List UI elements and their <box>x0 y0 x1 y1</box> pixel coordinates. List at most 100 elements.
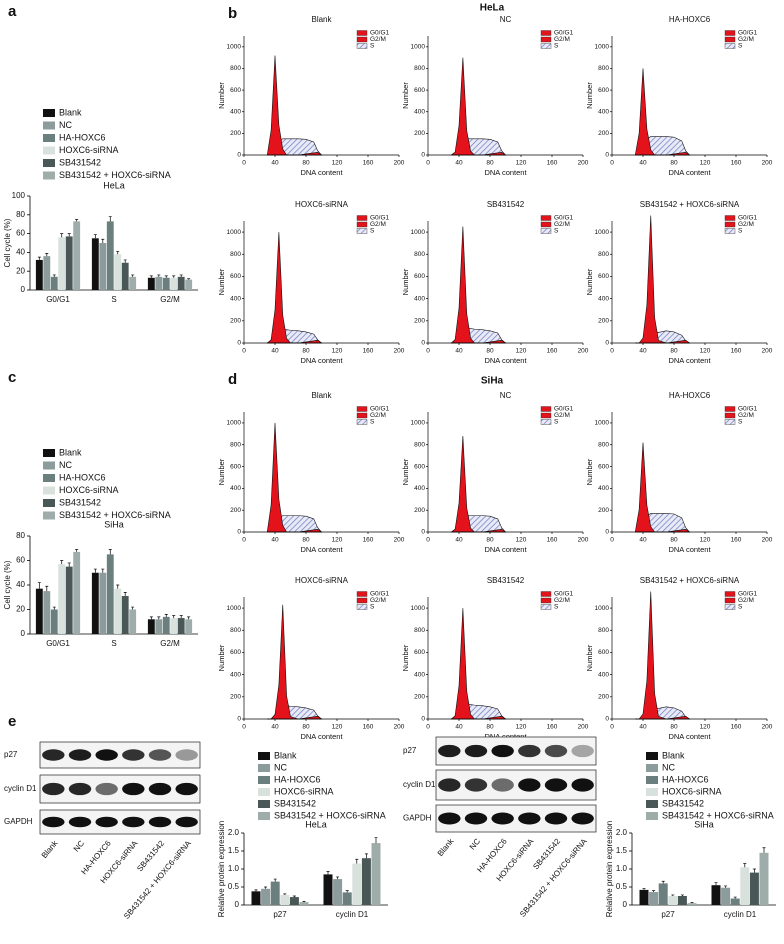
y-tick-label: 400 <box>414 295 425 302</box>
flow-histogram: SB431542 0 200 400 600 800 1000 0 40 80 120 160 200 D… <box>401 576 589 741</box>
y-axis-label: Number <box>401 644 410 671</box>
bar <box>299 902 309 905</box>
error-bar <box>326 871 330 875</box>
chart-title: HA-HOXC6 <box>669 391 711 400</box>
y-tick-label: 200 <box>598 694 609 701</box>
x-tick-label: 0 <box>610 724 614 731</box>
legend-label: HA-HOXC6 <box>59 472 106 482</box>
x-tick-label: 0 <box>610 537 614 544</box>
x-tick-label: 80 <box>486 537 494 544</box>
y-tick-label: 600 <box>598 87 609 94</box>
y-tick-label: 800 <box>598 65 609 72</box>
blot-band <box>438 744 461 758</box>
x-tick-label: 120 <box>700 724 711 731</box>
legend-swatch <box>540 215 552 221</box>
y-tick-label: 600 <box>414 87 425 94</box>
blot-band <box>518 812 541 825</box>
x-tick-label: 40 <box>455 537 463 544</box>
x-tick-label: 80 <box>302 160 310 167</box>
error-bar <box>714 882 718 886</box>
legend-label: G2/M <box>370 36 386 43</box>
legend-swatch <box>43 171 55 180</box>
y-tick-label: 1.0 <box>616 864 628 873</box>
y-axis-label: Number <box>217 82 226 109</box>
blot-strip <box>435 804 597 833</box>
y-tick-label: 0 <box>21 285 26 294</box>
error-bar <box>157 274 161 277</box>
blot-band <box>42 816 65 828</box>
bar <box>721 887 731 905</box>
legend-swatch <box>540 597 552 604</box>
bar <box>261 888 271 905</box>
blot-row-label: p27 <box>4 750 18 759</box>
legend-swatch <box>43 146 55 155</box>
chart-title: SiHa <box>104 519 124 529</box>
legend-swatch <box>258 764 270 772</box>
x-tick-label: 200 <box>762 537 773 544</box>
blot-band <box>122 782 145 796</box>
flow-histogram: NC 0 200 400 600 800 1000 0 40 80 120 160 200 DNA con… <box>401 15 589 177</box>
section-title: HeLa <box>480 3 505 14</box>
x-tick-label: 200 <box>762 348 773 355</box>
legend-swatch <box>43 486 55 495</box>
legend-swatch <box>724 604 736 610</box>
y-tick-label: 400 <box>598 671 609 678</box>
chart-title: HeLa <box>305 819 327 829</box>
bar <box>649 892 659 905</box>
x-tick-label: 120 <box>700 160 711 167</box>
error-bar <box>52 274 56 277</box>
blot-lane-label: NC <box>72 839 86 854</box>
panel-letter: a <box>8 3 17 20</box>
x-tick-label: 80 <box>302 348 310 355</box>
legend-swatch <box>356 221 368 228</box>
x-tick-label: 200 <box>394 537 405 544</box>
error-bar <box>149 616 153 620</box>
flow-histogram: HOXC6-siRNA 0 200 400 600 800 1000 0 40 80 120 160 2… <box>217 576 405 741</box>
error-bar <box>131 606 135 610</box>
legend-swatch <box>540 591 552 597</box>
bar <box>73 221 81 290</box>
y-tick-label: 400 <box>230 108 241 115</box>
blot-band <box>544 778 568 792</box>
bar <box>121 596 129 634</box>
legend-label: S <box>554 604 559 611</box>
x-tick-label: cyclin D1 <box>724 910 757 919</box>
x-tick-label: 0 <box>426 160 430 167</box>
legend-swatch <box>258 812 270 820</box>
legend-label: SB431542 <box>662 798 704 808</box>
error-bar <box>116 251 120 255</box>
bar <box>129 276 137 290</box>
error-bar <box>67 562 71 567</box>
legend-swatch <box>724 221 736 228</box>
error-bar <box>45 585 49 592</box>
y-tick-label: 0 <box>235 900 240 909</box>
x-tick-label: 80 <box>670 724 678 731</box>
blot-row-label: GAPDH <box>403 814 432 823</box>
y-tick-label: 80 <box>16 210 25 219</box>
histogram-area <box>267 604 322 720</box>
bar <box>361 858 371 905</box>
y-tick-label: 200 <box>598 130 609 137</box>
blot-band <box>518 778 541 792</box>
legend-swatch <box>540 228 552 234</box>
y-tick-label: 600 <box>230 463 241 470</box>
bar-chart: Blank NC HA-HOXC6 HOXC6-siRNA SB431542 SB4315… <box>605 750 776 919</box>
blot-strip <box>39 774 201 804</box>
bar <box>58 564 66 634</box>
x-tick-label: 80 <box>486 160 494 167</box>
y-tick-label: 60 <box>16 556 25 565</box>
y-tick-label: 20 <box>16 266 25 275</box>
legend-label: G0/G1 <box>554 30 574 37</box>
blot-row-label: cyclin D1 <box>403 780 436 789</box>
x-axis-label: DNA content <box>668 168 711 177</box>
x-tick-label: 80 <box>670 348 678 355</box>
legend-label: G0/G1 <box>554 591 574 598</box>
x-tick-label: 0 <box>242 537 246 544</box>
legend-label: G2/M <box>370 412 386 419</box>
legend-label: G0/G1 <box>738 591 758 598</box>
x-axis-label: DNA content <box>668 732 711 741</box>
legend-label: Blank <box>274 750 297 760</box>
x-tick-label: 40 <box>271 537 279 544</box>
y-axis-label: Cell cycle (%) <box>3 560 12 609</box>
chart-title: SiHa <box>694 819 714 829</box>
